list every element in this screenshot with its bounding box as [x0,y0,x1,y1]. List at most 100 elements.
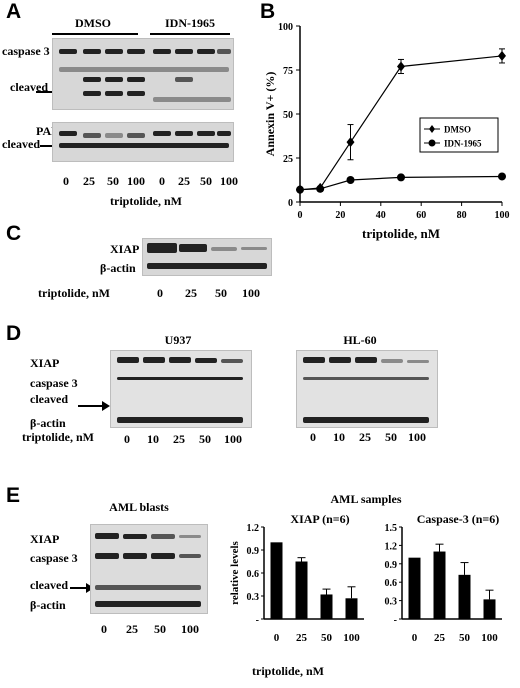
point-1-4 [498,172,506,181]
xiap-chart-bar-1 [295,561,308,619]
tick-c-2: 50 [215,286,227,300]
tick-d1-3: 50 [199,432,211,446]
group-label-idn: IDN-1965 [165,16,215,30]
tick-d1-2: 25 [173,432,185,446]
x-tick-label-b-0: 0 [298,210,303,221]
tick-e-1: 25 [126,622,138,636]
xlabel-e: triptolide, nM [252,664,324,678]
tick-a-5: 25 [178,174,190,188]
y-tick-label-b-1: 25 [283,154,293,165]
label-cleaved-a: cleaved [10,80,48,94]
point-1-1 [316,184,325,193]
caspase3-chart-y-tick-label-5: - [394,615,397,626]
x-axis-title-b: triptolide, nM [362,226,440,241]
label-actin-e: β-actin [30,598,66,612]
tick-d1-1: 10 [147,432,159,446]
caspase3-chart-title: Caspase-3 (n=6) [417,512,500,526]
legend-marker-1 [428,139,436,147]
point-0-2 [346,137,355,148]
blot-hl60 [296,350,438,428]
caspase3-chart-x-tick-label-1: 25 [434,632,446,644]
panel-label-a: A [6,0,22,23]
xiap-chart-x-tick-label-0: 0 [274,632,280,644]
panel-label-b: B [260,0,276,23]
caspase3-chart-y-tick-label-1: 1.2 [385,541,398,552]
label-xiap-d: XIAP [30,356,60,370]
blot-caspase3-a [52,38,234,110]
tick-d2-0: 0 [310,430,316,444]
label-caspase3-e: caspase 3 [30,551,78,565]
blot-parp-a [52,122,234,162]
x-tick-label-b-4: 80 [457,210,467,221]
label-caspase3-d: caspase 3 [30,376,78,390]
xiap-bar-chart: 1.2 0.9 0.6 0.3 - 0 25 50 100 XIAP (n=6) relative … [229,512,364,644]
group-label-dmso: DMSO [75,16,111,30]
title-hl60: HL-60 [343,333,377,347]
y-axis-title-b: Annexin V+ (%) [263,72,277,157]
blot-aml-blasts [90,524,208,614]
point-1-2 [346,176,355,184]
legend-label-0: DMSO [444,125,471,135]
tick-d2-4: 100 [408,430,426,444]
xiap-chart-y-tick-label-4: - [256,615,259,626]
xlabel-c: triptolide, nM [38,286,110,300]
tick-a-2: 50 [107,174,119,188]
xlabel-d: triptolide, nM [22,430,94,444]
label-xiap-e: XIAP [30,532,60,546]
point-0-3 [397,61,405,72]
tick-e-3: 100 [181,622,199,636]
annexin-line-chart: 0 25 50 75 100 0 20 40 60 80 100 triptolide, nM Anne… [263,22,510,241]
xiap-chart-y-axis-title: relative levels [229,540,241,604]
point-1-3 [397,173,405,182]
y-tick-label-b-0: 0 [288,198,293,209]
xiap-chart-y-tick-label-0: 1.2 [247,523,260,534]
tick-d2-3: 50 [385,430,397,444]
label-cleaved-e: cleaved [30,578,68,592]
caspase3-chart-y-tick-label-2: 0.9 [385,560,398,571]
caspase3-chart-x-tick-label-3: 100 [481,632,498,644]
xiap-chart-y-tick-label-3: 0.3 [247,592,260,603]
xiap-chart-y-tick-label-2: 0.6 [247,569,260,580]
tick-d2-1: 10 [333,430,345,444]
xiap-chart-bar-0 [270,542,283,619]
tick-d2-2: 25 [359,430,371,444]
tick-c-0: 0 [157,286,163,300]
legend-label-1: IDN-1965 [444,139,482,149]
tick-a-3: 100 [127,174,145,188]
caspase3-chart-x-tick-label-0: 0 [412,632,418,644]
y-tick-label-b-2: 50 [283,110,293,121]
tick-a-0: 0 [63,174,69,188]
caspase3-chart-y-tick-label-0: 1.5 [385,523,398,534]
title-aml-samples: AML samples [330,492,402,506]
title-u937: U937 [164,333,192,347]
xiap-chart-x-tick-label-2: 50 [321,632,333,644]
caspase3-chart-y-tick-label-3: 0.6 [385,578,398,589]
x-tick-label-b-1: 20 [335,210,345,221]
caspase3-bar-chart: 1.5 1.2 0.9 0.6 0.3 - 0 25 50 100 Caspase-3 (n=6) [385,512,502,644]
y-tick-label-b-4: 100 [278,22,293,33]
label-actin-d: β-actin [30,416,66,430]
group-underline-idn [150,33,230,35]
xiap-chart-y-tick-label-1: 0.9 [247,546,260,557]
tick-a-6: 50 [200,174,212,188]
caspase3-chart-bar-0 [408,557,421,619]
arrow-cleaved-d [78,401,110,411]
tick-c-1: 25 [185,286,197,300]
label-caspase3-a: caspase 3 [2,44,50,58]
tick-a-4: 0 [159,174,165,188]
label-cleaved-parp-a: cleaved [2,137,40,151]
caspase3-chart-bar-2 [458,574,471,619]
tick-a-7: 100 [220,174,238,188]
label-cleaved-d: cleaved [30,392,68,406]
label-actin-c: β-actin [100,261,136,275]
xiap-chart-bar-2 [320,594,333,619]
blot-u937 [110,350,252,428]
arrow-cleaved-e [70,583,94,593]
tick-d1-0: 0 [124,432,130,446]
title-aml-blasts: AML blasts [109,500,169,514]
caspase3-chart-bar-3 [483,599,496,619]
caspase3-chart-bar-1 [433,551,446,619]
xiap-chart-bar-3 [345,598,358,619]
label-xiap-c: XIAP [110,242,140,256]
point-0-4 [498,50,506,61]
